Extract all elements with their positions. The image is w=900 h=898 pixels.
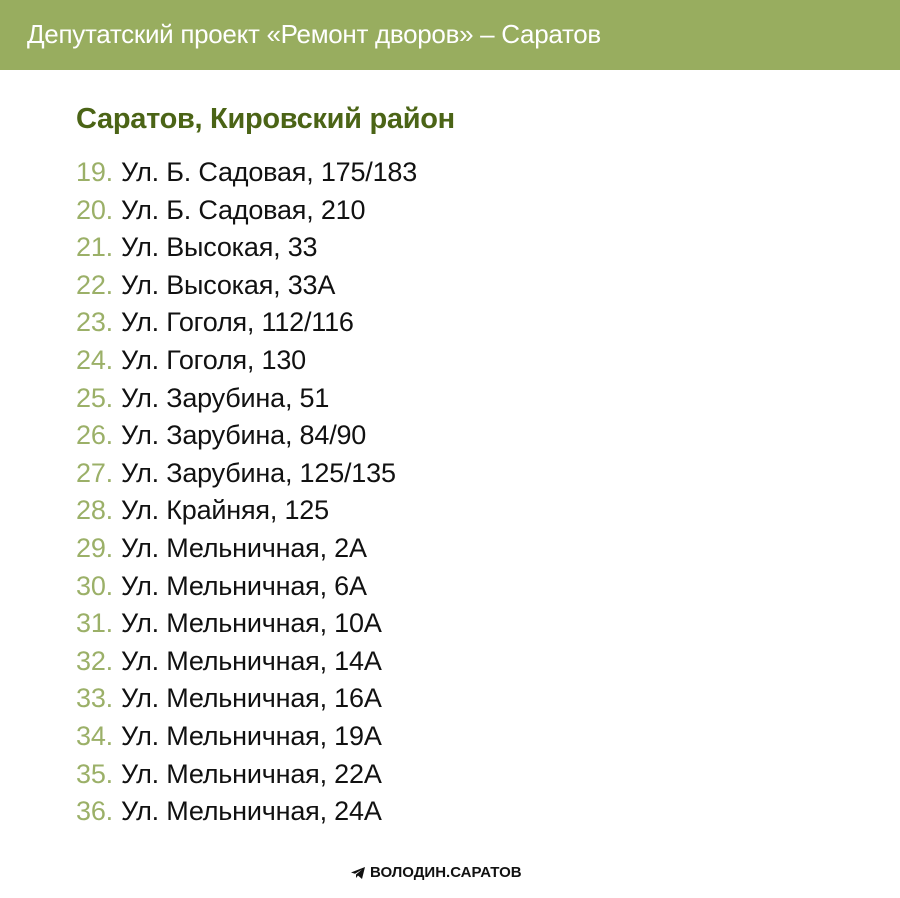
item-number: 19. <box>76 157 113 187</box>
item-number: 32. <box>76 645 113 676</box>
item-address: Ул. Мельничная, 24А <box>120 796 382 827</box>
header-banner: Депутатский проект «Ремонт дворов» – Сар… <box>0 0 900 70</box>
list-item: 33. Ул. Мельничная, 16А <box>76 680 417 718</box>
item-address: Ул. Б. Садовая, 175/183 <box>120 157 418 187</box>
item-address: Ул. Высокая, 33 <box>120 232 318 263</box>
item-number: 35. <box>76 758 113 789</box>
list-item: 30. Ул. Мельничная, 6А <box>76 568 417 606</box>
item-address: Ул. Высокая, 33А <box>120 269 336 300</box>
footer-label: ВОЛОДИН.САРАТОВ <box>370 864 522 881</box>
header-title: Депутатский проект «Ремонт дворов» – Сар… <box>27 19 601 49</box>
item-address: Ул. Зарубина, 51 <box>120 382 330 413</box>
list-item: 28. Ул. Крайняя, 125 <box>76 492 417 530</box>
item-number: 34. <box>76 720 113 751</box>
item-number: 21. <box>76 232 113 263</box>
item-number: 31. <box>76 608 113 639</box>
item-number: 36. <box>76 796 113 827</box>
list-item: 23. Ул. Гоголя, 112/116 <box>76 304 417 342</box>
item-number: 27. <box>76 457 113 488</box>
list-item: 21. Ул. Высокая, 33 <box>76 229 417 267</box>
item-address: Ул. Мельничная, 22А <box>120 758 382 789</box>
item-address: Ул. Мельничная, 2А <box>120 532 367 563</box>
item-number: 23. <box>76 307 113 338</box>
list-item: 36. Ул. Мельничная, 24А <box>76 793 417 831</box>
item-address: Ул. Мельничная, 14А <box>120 645 382 676</box>
list-item: 25. Ул. Зарубина, 51 <box>76 380 417 418</box>
list-item: 20. Ул. Б. Садовая, 210 <box>76 192 417 230</box>
item-number: 24. <box>76 344 113 375</box>
list-item: 32. Ул. Мельничная, 14А <box>76 643 417 681</box>
list-item: 26. Ул. Зарубина, 84/90 <box>76 417 417 455</box>
item-number: 22. <box>76 269 113 300</box>
list-item: 27. Ул. Зарубина, 125/135 <box>76 455 417 493</box>
item-address: Ул. Гоголя, 130 <box>120 344 306 375</box>
item-number: 20. <box>76 194 113 225</box>
item-address: Ул. Мельничная, 19А <box>120 720 382 751</box>
item-address: Ул. Зарубина, 125/135 <box>120 457 396 488</box>
footer-channel: ВОЛОДИН.САРАТОВ <box>351 864 522 881</box>
item-address: Ул. Мельничная, 10А <box>120 608 382 639</box>
item-address: Ул. Крайняя, 125 <box>120 495 329 526</box>
item-number: 30. <box>76 570 113 601</box>
list-item: 34. Ул. Мельничная, 19А <box>76 718 417 756</box>
item-address: Ул. Мельничная, 16А <box>120 683 382 714</box>
item-number: 28. <box>76 495 113 526</box>
list-item: 35. Ул. Мельничная, 22А <box>76 756 417 794</box>
section-title: Саратов, Кировский район <box>76 103 455 135</box>
item-number: 25. <box>76 382 113 413</box>
telegram-icon <box>351 866 365 879</box>
item-number: 26. <box>76 420 113 451</box>
item-address: Ул. Зарубина, 84/90 <box>120 420 367 451</box>
item-number: 29. <box>76 532 113 563</box>
list-item: 29. Ул. Мельничная, 2А <box>76 530 417 568</box>
item-address: Ул. Б. Садовая, 210 <box>120 194 366 225</box>
item-address: Ул. Мельничная, 6А <box>120 570 367 601</box>
list-item: 31. Ул. Мельничная, 10А <box>76 605 417 643</box>
item-address: Ул. Гоголя, 112/116 <box>120 307 354 338</box>
list-item: 22. Ул. Высокая, 33А <box>76 267 417 305</box>
item-number: 33. <box>76 683 113 714</box>
address-list: 19. Ул. Б. Садовая, 175/183 20. Ул. Б. Садо… <box>76 154 417 831</box>
list-item: 19. Ул. Б. Садовая, 175/183 <box>76 154 417 192</box>
list-item: 24. Ул. Гоголя, 130 <box>76 342 417 380</box>
